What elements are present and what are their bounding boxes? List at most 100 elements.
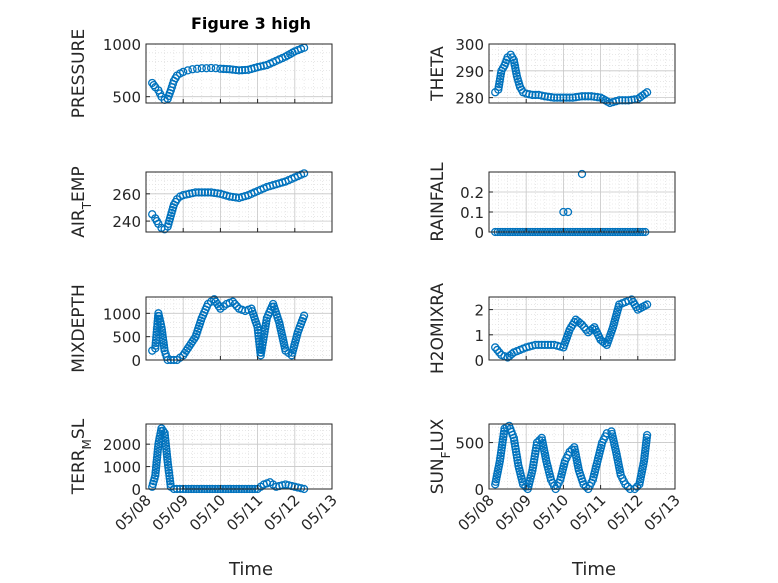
data-marker — [621, 96, 630, 105]
data-marker — [590, 92, 599, 101]
y-tick-label: 260 — [112, 186, 141, 204]
data-marker — [161, 436, 170, 446]
data-marker — [615, 96, 624, 105]
data-marker — [153, 442, 163, 451]
data-marker — [577, 169, 587, 179]
data-marker — [151, 344, 160, 353]
y-tick-label: 0.1 — [460, 204, 484, 222]
data-series — [148, 169, 309, 234]
y-tick-label: 280 — [455, 90, 484, 108]
y-axis-label: THETA — [428, 46, 448, 102]
data-marker — [253, 323, 262, 332]
data-marker — [152, 453, 162, 462]
y-axis-label: SUNFLUX — [428, 418, 453, 494]
x-tick-label: 05/13 — [298, 491, 341, 534]
x-tick-label: 05/11 — [566, 491, 609, 534]
y-axis-label: AIRTEMP — [69, 166, 94, 237]
data-marker — [192, 64, 202, 73]
y-tick-label: 300 — [455, 36, 484, 54]
data-marker — [163, 457, 172, 467]
x-tick-label: 05/13 — [641, 491, 684, 534]
data-marker — [216, 64, 225, 73]
x-tick-label: 05/10 — [529, 491, 572, 534]
data-marker — [151, 468, 160, 478]
data-series — [148, 295, 309, 365]
y-tick-label: 1000 — [103, 305, 141, 323]
data-marker — [164, 468, 174, 478]
data-marker — [571, 93, 580, 102]
data-marker — [640, 89, 649, 99]
y-axis-label: RAINFALL — [428, 162, 448, 242]
data-marker — [151, 466, 160, 475]
data-marker — [559, 207, 568, 217]
data-marker — [543, 340, 553, 350]
data-marker — [161, 439, 170, 448]
data-marker — [568, 93, 577, 102]
data-marker — [152, 458, 161, 467]
data-marker — [228, 65, 237, 74]
data-marker — [579, 323, 589, 332]
data-marker — [642, 300, 652, 309]
data-marker — [194, 188, 203, 197]
data-marker — [574, 92, 584, 101]
axes-box — [145, 43, 333, 104]
data-marker — [160, 431, 170, 440]
data-marker — [549, 93, 559, 102]
subplot-3: 240 260 AIRTEMP — [69, 166, 333, 238]
data-marker — [228, 192, 237, 202]
data-marker — [624, 96, 633, 105]
axes-box — [145, 423, 333, 490]
data-marker — [525, 90, 534, 99]
subplot-4: 0 0.1 0.2 RAINFALL — [428, 162, 676, 242]
data-marker — [162, 452, 172, 461]
data-marker — [491, 343, 500, 352]
y-tick-label: 1 — [474, 327, 484, 345]
y-tick-label: 500 — [455, 435, 484, 453]
data-marker — [587, 92, 596, 101]
data-marker — [151, 471, 160, 480]
x-axis-label-right: Time — [571, 559, 616, 580]
data-marker — [299, 169, 309, 178]
data-marker — [565, 93, 574, 102]
data-marker — [540, 340, 549, 350]
data-marker — [584, 92, 593, 101]
data-series — [148, 43, 309, 104]
x-tick-label: 05/12 — [603, 491, 646, 534]
data-marker — [534, 340, 543, 350]
data-marker — [618, 96, 627, 105]
data-marker — [211, 64, 220, 73]
data-marker — [165, 477, 175, 486]
data-marker — [580, 92, 590, 101]
data-marker — [165, 471, 174, 480]
axes-box — [488, 423, 676, 490]
figure-title: Figure 3 high — [191, 14, 311, 33]
data-marker — [183, 66, 193, 75]
axes-box — [488, 296, 676, 361]
data-marker — [161, 434, 170, 443]
data-marker — [188, 188, 197, 198]
data-marker — [577, 92, 587, 101]
y-tick-label: 0 — [474, 481, 484, 499]
y-axis-label: H2OMIXRA — [428, 283, 448, 374]
y-tick-label: 0.2 — [460, 184, 484, 202]
data-marker — [528, 90, 537, 100]
data-marker — [191, 188, 200, 197]
data-marker — [197, 64, 206, 73]
axes-box — [145, 296, 333, 361]
data-marker — [237, 66, 247, 75]
x-tick-label: 05/10 — [186, 491, 229, 534]
x-tick-label: 05/12 — [260, 491, 303, 534]
y-tick-label: 290 — [455, 63, 484, 81]
x-tick-label: 05/09 — [492, 491, 535, 534]
data-marker — [537, 340, 546, 350]
data-marker — [299, 311, 309, 320]
y-tick-label: 0 — [131, 481, 141, 499]
y-tick-label: 0 — [474, 224, 484, 242]
data-marker — [163, 460, 173, 469]
y-tick-label: 2000 — [103, 436, 141, 454]
subplot-6: 0 1 2 H2OMIXRA — [428, 283, 676, 374]
y-tick-label: 1000 — [103, 36, 141, 54]
data-marker — [540, 92, 549, 101]
data-marker — [153, 445, 163, 454]
